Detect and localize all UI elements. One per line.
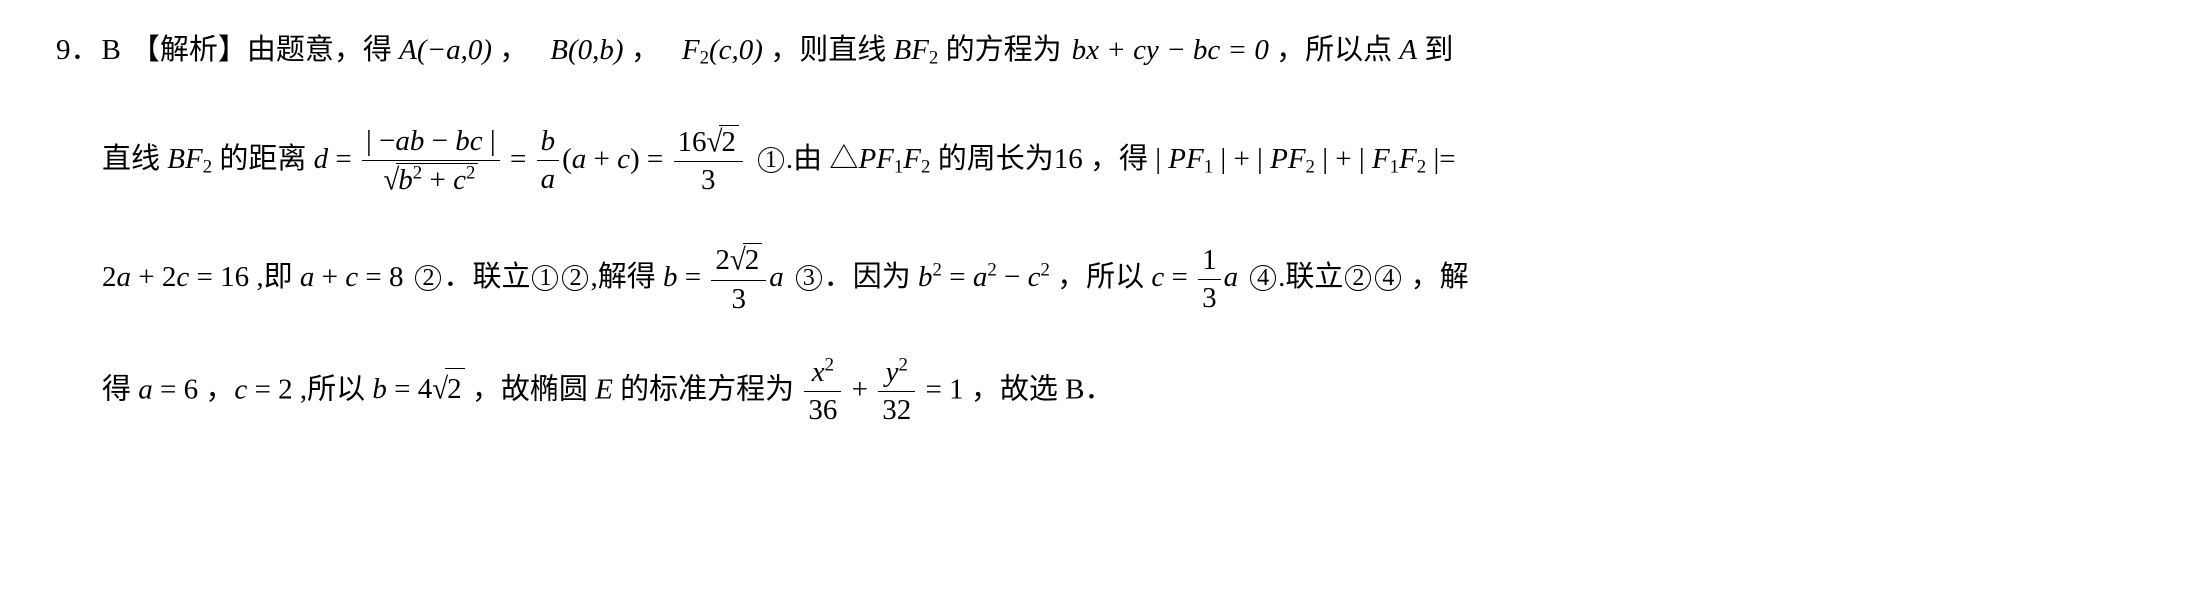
text: ， (492, 34, 528, 66)
text: 由题意，得 (247, 34, 399, 66)
fraction-5: 1 3 (1198, 244, 1221, 316)
text: ，故选 B． (964, 373, 1114, 405)
eq-1: = 1 (918, 373, 963, 405)
text: ，得 (1083, 143, 1156, 175)
text: 的周长为 (930, 143, 1053, 175)
eq-2a2c: 2a + 2c = 16 (102, 261, 249, 293)
a-eq-6: a = 6 (138, 373, 198, 405)
text: 的方程为 (938, 34, 1061, 66)
solution-line-4: 得 a = 6 ，c = 2 ,所以 b = 4√2 ，故椭圆 E 的标准方程为… (56, 356, 2105, 428)
point-F2: F2(c,0) (682, 34, 763, 66)
perimeter-expr: | PF1 | + | PF2 | + | F1F2 |= (1155, 143, 1455, 175)
a-after-frac4: a (769, 261, 784, 293)
line-equation: bx + cy − bc = 0 (1072, 34, 1269, 66)
sixteen: 16 (1054, 143, 1083, 175)
distance-d: d = (314, 143, 352, 175)
circled-1b: 1 (532, 265, 558, 291)
text: ,所以 (293, 373, 373, 405)
fraction-2: b a (537, 125, 560, 197)
text: 得 (102, 373, 138, 405)
text: ， (624, 34, 660, 66)
fraction-y: y2 32 (878, 356, 915, 428)
text: 的距离 (212, 143, 314, 175)
circled-3: 3 (796, 265, 822, 291)
fraction-4: 2√2 3 (711, 243, 766, 316)
text: ，则直线 (763, 34, 894, 66)
text: 到 (1417, 34, 1453, 66)
a-plus-c-eq: (a + c) = (562, 143, 663, 175)
text: 的标准方程为 (613, 373, 802, 405)
fraction-1: | −ab − bc | √b2 + c2 (362, 125, 500, 198)
a-after-frac5: a (1224, 261, 1239, 293)
triangle-PF1F2: PF1F2 (858, 143, 930, 175)
text: ，故椭圆 (465, 373, 596, 405)
text: ．因为 (824, 261, 918, 293)
solution-line-2: 直线 BF2 的距离 d = | −ab − bc | √b2 + c2 = b… (56, 125, 2105, 244)
eq-ac8: a + c = 8 (300, 261, 404, 293)
solution-block: 9．B【解析】由题意，得 A(−a,0) ，B(0,b) ，F2(c,0) ，则… (56, 30, 2105, 428)
problem-number: 9． (56, 30, 100, 71)
solution-line-3: 2a + 2c = 16 ,即 a + c = 82．联立12,解得 b = 2… (56, 243, 2105, 356)
text: ，解 (1403, 261, 1468, 293)
answer-letter: B (102, 34, 121, 66)
b2-eq: b2 = a2 − c2 (918, 261, 1050, 293)
circled-1: 1 (758, 147, 784, 173)
text: ．联立 (443, 261, 530, 293)
b-eq-4r2: b = 4√2 (372, 373, 464, 405)
b-eq: b = (663, 261, 701, 293)
circled-4b: 4 (1375, 265, 1401, 291)
text: ,即 (249, 261, 300, 293)
fraction-3: 16√2 3 (674, 125, 743, 198)
equals: = (510, 143, 526, 175)
c-eq: c = (1151, 261, 1187, 293)
text: ，所以 (1050, 261, 1152, 293)
plus: + (844, 373, 875, 405)
BF2-label: BF2 (167, 143, 212, 175)
text: ， (198, 373, 234, 405)
circled-2b: 2 (562, 265, 588, 291)
c-eq-2: c = 2 (234, 373, 292, 405)
text: ，所以点 (1269, 34, 1400, 66)
solution-line-1: 9．B【解析】由题意，得 A(−a,0) ，B(0,b) ，F2(c,0) ，则… (56, 30, 2105, 125)
text: 直线 (102, 143, 167, 175)
fraction-x: x2 36 (804, 356, 841, 428)
A-letter: A (1399, 34, 1417, 66)
circled-4: 4 (1250, 265, 1276, 291)
text: ,解得 (590, 261, 663, 293)
point-A: A(−a,0) (399, 34, 492, 66)
BF2-label: BF2 (893, 34, 938, 66)
circled-2c: 2 (1345, 265, 1371, 291)
text: .联立 (1278, 261, 1343, 293)
circled-2: 2 (415, 265, 441, 291)
point-B: B(0,b) (550, 34, 623, 66)
analysis-label: 【解析】 (131, 34, 247, 66)
E-letter: E (595, 373, 613, 405)
text: .由 △ (786, 143, 859, 175)
